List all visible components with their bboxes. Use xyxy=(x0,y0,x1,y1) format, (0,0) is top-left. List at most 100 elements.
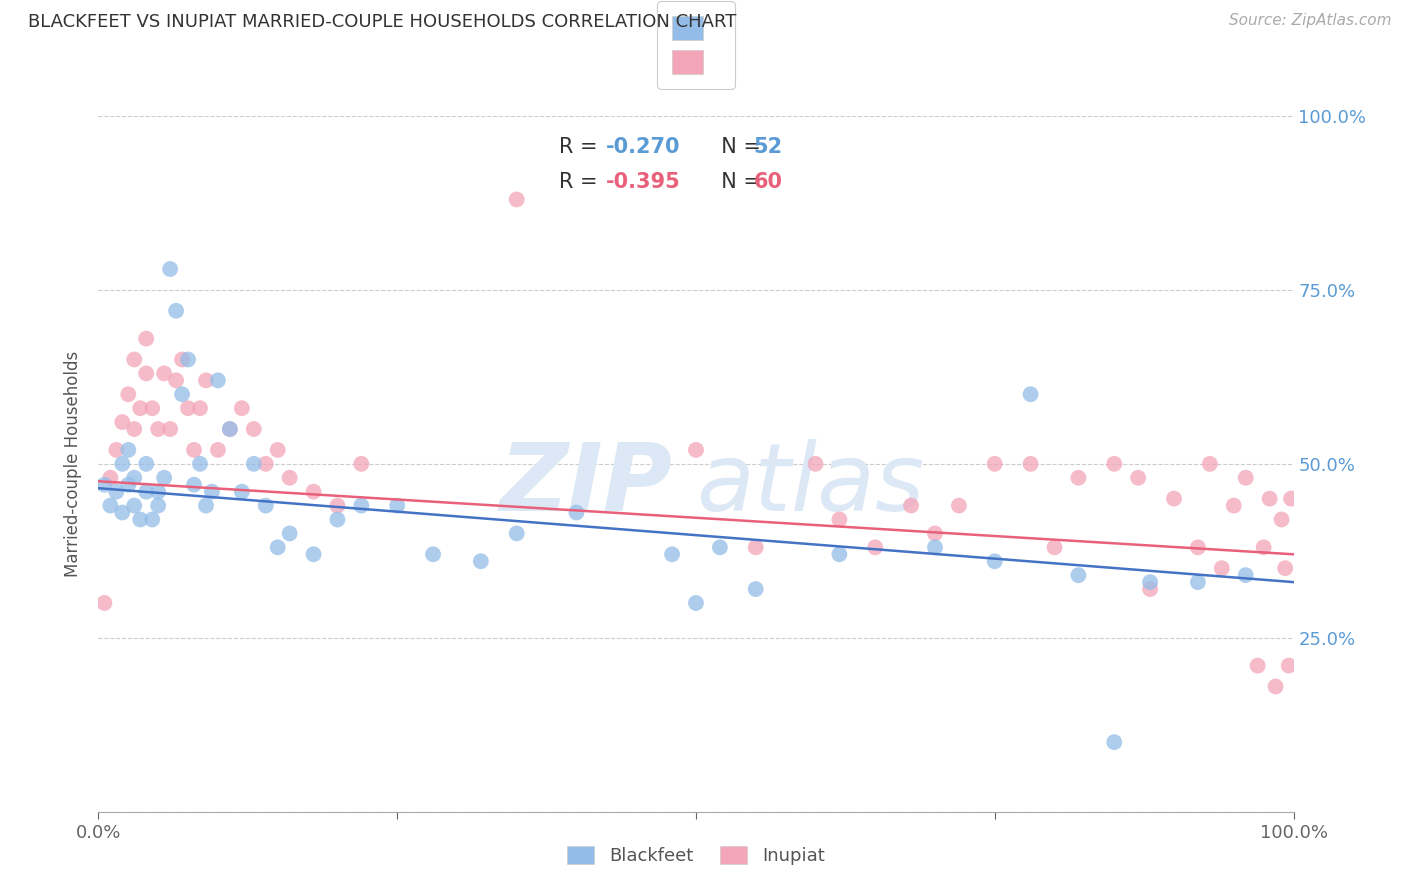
Point xyxy=(565,506,588,520)
Point xyxy=(1278,658,1301,673)
Point xyxy=(804,457,827,471)
Point xyxy=(194,499,218,513)
Point xyxy=(685,442,707,457)
Point xyxy=(98,499,122,513)
Text: R =: R = xyxy=(558,172,603,192)
Point xyxy=(135,367,157,381)
Point xyxy=(1246,658,1268,673)
Point xyxy=(105,442,128,457)
Point xyxy=(124,422,146,436)
Point xyxy=(828,512,851,526)
Point xyxy=(1067,471,1090,485)
Point xyxy=(141,512,163,526)
Point xyxy=(1198,457,1220,471)
Point xyxy=(93,477,115,491)
Point xyxy=(254,457,277,471)
Point xyxy=(1043,541,1066,555)
Text: BLACKFEET VS INUPIAT MARRIED-COUPLE HOUSEHOLDS CORRELATION CHART: BLACKFEET VS INUPIAT MARRIED-COUPLE HOUS… xyxy=(28,13,737,31)
Point xyxy=(117,387,139,401)
Point xyxy=(177,401,200,416)
Point xyxy=(219,422,242,436)
Point xyxy=(385,499,409,513)
Point xyxy=(243,457,266,471)
Text: N =: N = xyxy=(709,137,768,157)
Point xyxy=(1102,457,1125,471)
Text: N =: N = xyxy=(709,172,768,192)
Text: Source: ZipAtlas.com: Source: ZipAtlas.com xyxy=(1229,13,1392,29)
Point xyxy=(183,477,205,491)
Point xyxy=(1274,561,1296,575)
Point xyxy=(159,422,181,436)
Point xyxy=(135,484,157,499)
Point xyxy=(267,442,290,457)
Point xyxy=(1279,491,1302,506)
Point xyxy=(231,401,253,416)
Point xyxy=(153,367,176,381)
Point xyxy=(506,526,529,541)
Point xyxy=(302,547,325,561)
Point xyxy=(1258,491,1281,506)
Point xyxy=(111,506,134,520)
Text: 52: 52 xyxy=(754,137,783,157)
Point xyxy=(165,373,187,387)
Point xyxy=(188,457,211,471)
Point xyxy=(135,457,157,471)
Point xyxy=(1139,582,1161,596)
Text: 60: 60 xyxy=(754,172,782,192)
Legend: Blackfeet, Inupiat: Blackfeet, Inupiat xyxy=(560,838,832,872)
Point xyxy=(194,373,218,387)
Point xyxy=(924,526,946,541)
Point xyxy=(685,596,707,610)
Point xyxy=(124,352,146,367)
Point xyxy=(278,471,301,485)
Point xyxy=(231,484,253,499)
Point xyxy=(863,541,887,555)
Point xyxy=(153,471,176,485)
Point xyxy=(1234,568,1257,582)
Point xyxy=(422,547,444,561)
Point xyxy=(1019,457,1042,471)
Point xyxy=(1019,387,1042,401)
Point xyxy=(219,422,242,436)
Point xyxy=(302,484,325,499)
Point xyxy=(201,484,224,499)
Point xyxy=(148,422,170,436)
Point xyxy=(948,499,970,513)
Point xyxy=(129,401,152,416)
Text: -0.270: -0.270 xyxy=(606,137,681,157)
Point xyxy=(159,262,181,277)
Point xyxy=(1139,575,1161,590)
Point xyxy=(1253,541,1275,555)
Point xyxy=(207,373,229,387)
Point xyxy=(709,541,731,555)
Point xyxy=(828,547,851,561)
Point xyxy=(172,387,194,401)
Point xyxy=(470,554,492,568)
Point xyxy=(124,471,146,485)
Text: atlas: atlas xyxy=(696,439,924,530)
Text: ZIP: ZIP xyxy=(499,439,672,531)
Point xyxy=(172,352,194,367)
Point xyxy=(117,477,139,491)
Point xyxy=(350,499,373,513)
Point xyxy=(745,582,768,596)
Point xyxy=(183,442,205,457)
Point xyxy=(254,499,277,513)
Point xyxy=(124,499,146,513)
Point xyxy=(1187,541,1209,555)
Point xyxy=(267,541,290,555)
Text: R =: R = xyxy=(558,137,603,157)
Point xyxy=(165,303,187,318)
Point xyxy=(135,332,157,346)
Point xyxy=(1222,499,1246,513)
Point xyxy=(148,499,170,513)
Point xyxy=(141,401,163,416)
Point xyxy=(111,415,134,429)
Point xyxy=(117,442,139,457)
Point xyxy=(243,422,266,436)
Point xyxy=(1264,680,1286,694)
Point xyxy=(900,499,922,513)
Point xyxy=(177,352,200,367)
Point xyxy=(326,499,349,513)
Point xyxy=(745,541,768,555)
